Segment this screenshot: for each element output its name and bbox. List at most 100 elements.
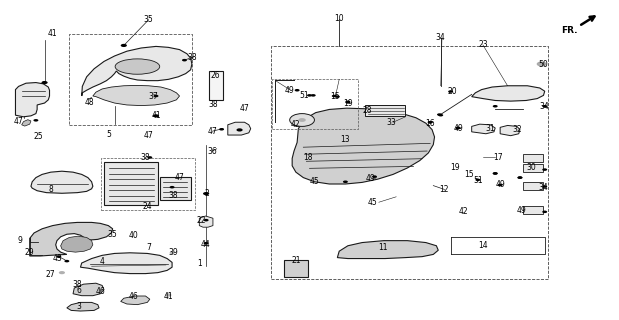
Text: 44: 44 [201, 240, 210, 249]
Circle shape [493, 105, 498, 108]
Text: 23: 23 [478, 40, 488, 49]
Circle shape [170, 186, 175, 188]
Text: 38: 38 [72, 280, 82, 289]
Text: 49: 49 [495, 180, 505, 189]
Circle shape [456, 127, 461, 129]
Circle shape [542, 168, 547, 171]
Circle shape [204, 242, 209, 244]
Text: 16: 16 [425, 119, 435, 128]
Circle shape [542, 105, 547, 108]
Circle shape [448, 90, 453, 93]
Polygon shape [67, 302, 99, 311]
Text: 35: 35 [144, 15, 154, 24]
Text: 36: 36 [207, 147, 217, 156]
Polygon shape [31, 171, 93, 193]
Text: 49: 49 [453, 124, 463, 133]
Polygon shape [160, 177, 191, 200]
Text: 19: 19 [450, 163, 460, 172]
Circle shape [456, 127, 461, 129]
Text: 51: 51 [473, 176, 483, 185]
Text: 49: 49 [516, 206, 526, 215]
Circle shape [335, 95, 340, 98]
Text: 4: 4 [100, 257, 105, 266]
Circle shape [428, 121, 433, 124]
Circle shape [147, 156, 152, 159]
Circle shape [539, 63, 544, 65]
Text: 41: 41 [163, 292, 173, 301]
Circle shape [437, 113, 442, 116]
Circle shape [311, 94, 316, 97]
Polygon shape [523, 206, 543, 214]
Circle shape [493, 172, 498, 175]
Circle shape [345, 100, 350, 103]
Circle shape [542, 185, 547, 188]
Text: 18: 18 [303, 153, 313, 162]
Polygon shape [73, 283, 104, 296]
Text: 40: 40 [128, 231, 138, 240]
Text: 7: 7 [146, 243, 151, 252]
Text: 51: 51 [300, 91, 310, 100]
Circle shape [537, 61, 547, 67]
Text: 33: 33 [386, 118, 396, 127]
Circle shape [182, 59, 187, 61]
Polygon shape [472, 86, 545, 101]
Text: 37: 37 [149, 92, 158, 101]
Polygon shape [472, 124, 495, 134]
Text: 19: 19 [343, 99, 353, 108]
Text: 12: 12 [439, 185, 449, 194]
Bar [284, 260, 308, 277]
Circle shape [290, 114, 314, 126]
Text: 50: 50 [539, 60, 548, 69]
Circle shape [332, 95, 337, 97]
Text: 5: 5 [106, 130, 111, 139]
Text: 42: 42 [291, 120, 301, 129]
Circle shape [298, 118, 306, 122]
Text: 31: 31 [485, 124, 495, 133]
Circle shape [542, 211, 547, 213]
Text: 15: 15 [331, 92, 340, 101]
Circle shape [438, 114, 443, 116]
Text: 47: 47 [14, 117, 24, 126]
Circle shape [153, 114, 159, 117]
Text: 41: 41 [48, 29, 58, 38]
Polygon shape [337, 241, 438, 259]
Text: 27: 27 [46, 270, 56, 279]
Circle shape [343, 180, 348, 183]
Polygon shape [523, 154, 543, 162]
Text: 10: 10 [334, 14, 344, 23]
Polygon shape [199, 216, 213, 227]
Text: 49: 49 [365, 174, 375, 183]
Circle shape [165, 293, 171, 297]
Text: 29: 29 [25, 248, 35, 257]
Text: 34: 34 [539, 183, 548, 192]
Text: 3: 3 [77, 302, 82, 311]
Text: 20: 20 [447, 87, 457, 96]
Text: 34: 34 [436, 33, 446, 42]
Bar [209, 71, 223, 100]
Circle shape [204, 219, 209, 221]
Text: 24: 24 [142, 202, 152, 211]
Circle shape [203, 192, 209, 195]
Bar [365, 105, 405, 116]
Text: 14: 14 [478, 241, 488, 250]
Text: 17: 17 [493, 153, 503, 162]
Polygon shape [30, 222, 113, 256]
Circle shape [517, 176, 522, 179]
Text: 6: 6 [77, 286, 82, 295]
Circle shape [64, 260, 69, 262]
Text: 35: 35 [108, 230, 118, 239]
Text: 32: 32 [512, 125, 522, 134]
Circle shape [345, 101, 350, 104]
Circle shape [33, 119, 38, 122]
Text: 38: 38 [187, 53, 197, 62]
Text: 48: 48 [85, 98, 95, 107]
Circle shape [307, 94, 312, 97]
Circle shape [59, 271, 65, 274]
Text: 47: 47 [175, 173, 184, 182]
Text: 13: 13 [340, 135, 350, 144]
Polygon shape [80, 253, 172, 274]
Circle shape [236, 128, 243, 132]
Circle shape [41, 81, 48, 84]
Polygon shape [292, 108, 435, 184]
Text: FR.: FR. [561, 26, 578, 35]
